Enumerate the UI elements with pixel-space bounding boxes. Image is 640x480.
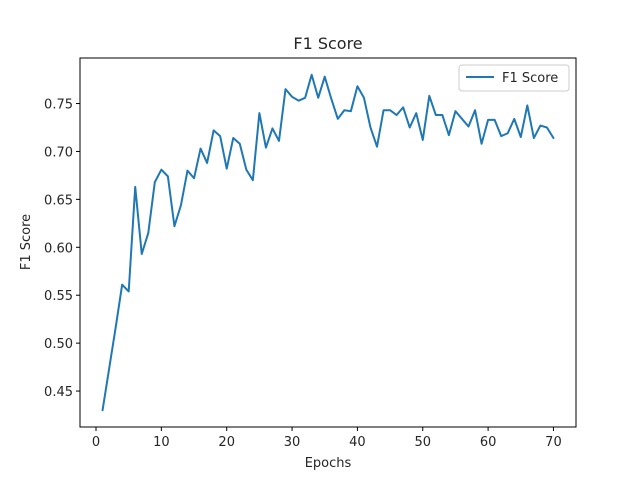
legend-label: F1 Score [502,71,558,86]
x-tick-label: 10 [153,435,170,450]
y-tick-label: 0.55 [44,289,73,304]
x-tick-label: 50 [414,435,431,450]
y-axis: 0.45 0.50 0.55 0.60 0.65 0.70 0.75 [44,98,80,400]
x-axis-label: Epochs [305,456,352,471]
x-axis: 0 10 20 30 40 50 60 70 [92,427,562,450]
x-tick-label: 60 [480,435,497,450]
y-tick-label: 0.70 [44,145,73,160]
y-tick-label: 0.50 [44,337,73,352]
plot-area [79,57,577,428]
x-tick-label: 20 [218,435,235,450]
series-line [101,73,555,412]
x-tick-label: 40 [349,435,366,450]
axes-background [80,58,576,427]
series-layer [101,73,555,412]
x-tick-label: 0 [92,435,100,450]
y-axis-label: F1 Score [19,214,34,270]
y-tick-label: 0.45 [44,385,73,400]
axes-frame [79,57,577,428]
x-tick-label: 70 [545,435,562,450]
y-tick-label: 0.60 [44,241,73,256]
y-tick-label: 0.65 [44,193,73,208]
x-tick-label: 30 [284,435,301,450]
legend-box [458,64,570,92]
y-tick-label: 0.75 [44,98,73,113]
chart-title: F1 Score [293,34,362,53]
legend: F1 Score [458,64,570,92]
